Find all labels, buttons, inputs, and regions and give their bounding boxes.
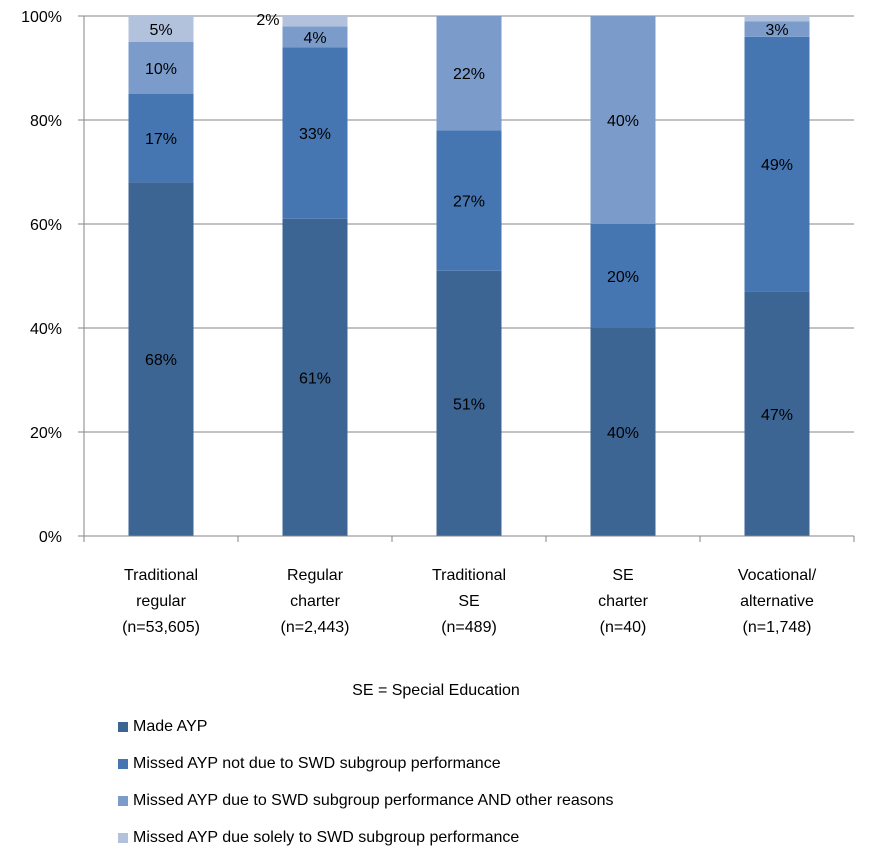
- data-label: 51%: [453, 396, 485, 413]
- x-tick-label: (n=489): [441, 619, 497, 636]
- data-label: 40%: [607, 425, 639, 442]
- data-label: 4%: [303, 30, 326, 47]
- data-label: 33%: [299, 126, 331, 143]
- y-tick-label: 40%: [30, 321, 62, 338]
- bar-segment: [282, 47, 348, 219]
- x-tick-label: SE: [612, 567, 633, 584]
- x-tick-label: alternative: [740, 593, 814, 610]
- legend-item: Missed AYP due to SWD subgroup performan…: [118, 782, 614, 819]
- bar-segment: [436, 16, 502, 131]
- bar-segment: [128, 94, 194, 183]
- legend-item: Missed AYP not due to SWD subgroup perfo…: [118, 745, 614, 782]
- bar-segment: [128, 16, 194, 42]
- legend-item: Made AYP: [118, 708, 614, 745]
- x-tick-label: regular: [136, 593, 186, 610]
- data-label: 47%: [761, 407, 793, 424]
- x-tick-label: SE: [458, 593, 479, 610]
- bar-segment: [744, 291, 810, 536]
- legend-swatch: [118, 758, 128, 769]
- data-label: 27%: [453, 194, 485, 211]
- bar-segment: [436, 270, 502, 536]
- y-tick-label: 80%: [30, 113, 62, 130]
- data-label: 2%: [256, 12, 279, 29]
- legend-label: Missed AYP not due to SWD subgroup perfo…: [133, 754, 501, 772]
- bar-segment: [590, 16, 656, 224]
- x-tick-label: Traditional: [124, 567, 198, 584]
- legend-label: Missed AYP due to SWD subgroup performan…: [133, 791, 614, 809]
- bar-segment: [282, 16, 348, 27]
- data-label: 22%: [453, 66, 485, 83]
- legend-swatch: [118, 832, 128, 843]
- legend-label: Made AYP: [133, 717, 208, 735]
- bar-segment: [282, 218, 348, 537]
- data-label: 3%: [765, 22, 788, 39]
- data-label: 10%: [145, 61, 177, 78]
- data-label: 17%: [145, 131, 177, 148]
- y-tick-label: 20%: [30, 425, 62, 442]
- data-label: 5%: [149, 22, 172, 39]
- data-labels: 68% 17% 10% 5% 61% 33% 4% 2% 51% 27% 22% 40% 20% 40% 4…: [145, 12, 793, 442]
- bar-segment: [590, 328, 656, 536]
- legend-swatch: [118, 721, 128, 732]
- y-tick-label: 100%: [21, 9, 62, 26]
- bar-segment: [744, 21, 810, 37]
- data-label: 40%: [607, 113, 639, 130]
- data-label: 20%: [607, 269, 639, 286]
- bar-segment: [128, 182, 194, 536]
- x-tick-label: Traditional: [432, 567, 506, 584]
- x-tick-label: (n=40): [600, 619, 647, 636]
- bar-segment: [590, 224, 656, 328]
- stacked-bar-chart: 0% 20% 40% 60% 80% 100% 68% 17% 10% 5% 61% 33% 4% 2%…: [21, 9, 855, 636]
- y-tick-label: 0%: [39, 529, 62, 546]
- data-label: 68%: [145, 352, 177, 369]
- chart-note: SE = Special Education: [352, 682, 520, 699]
- x-axis: Traditional regular (n=53,605) Regular chart…: [83, 535, 855, 636]
- bar-segment: [282, 26, 348, 48]
- bar-segment: [744, 36, 810, 292]
- y-tick-label: 60%: [30, 217, 62, 234]
- x-tick-label: (n=2,443): [281, 619, 350, 636]
- legend-swatch: [118, 795, 128, 806]
- legend: Made AYP Missed AYP not due to SWD subgr…: [118, 708, 614, 856]
- bars: [128, 16, 810, 537]
- x-tick-label: Vocational/: [738, 567, 817, 584]
- x-tick-label: (n=1,748): [743, 619, 812, 636]
- bar-segment: [128, 42, 194, 94]
- legend-item: Missed AYP due solely to SWD subgroup pe…: [118, 819, 614, 856]
- bar-segment: [744, 16, 810, 22]
- x-tick-label: (n=53,605): [122, 619, 200, 636]
- x-tick-label: charter: [598, 593, 648, 610]
- x-tick-label: charter: [290, 593, 340, 610]
- data-label: 49%: [761, 157, 793, 174]
- y-axis: 0% 20% 40% 60% 80% 100%: [21, 9, 85, 546]
- x-tick-label: Regular: [287, 567, 344, 584]
- data-label: 61%: [299, 370, 331, 387]
- bar-segment: [436, 130, 502, 271]
- legend-label: Missed AYP due solely to SWD subgroup pe…: [133, 828, 520, 846]
